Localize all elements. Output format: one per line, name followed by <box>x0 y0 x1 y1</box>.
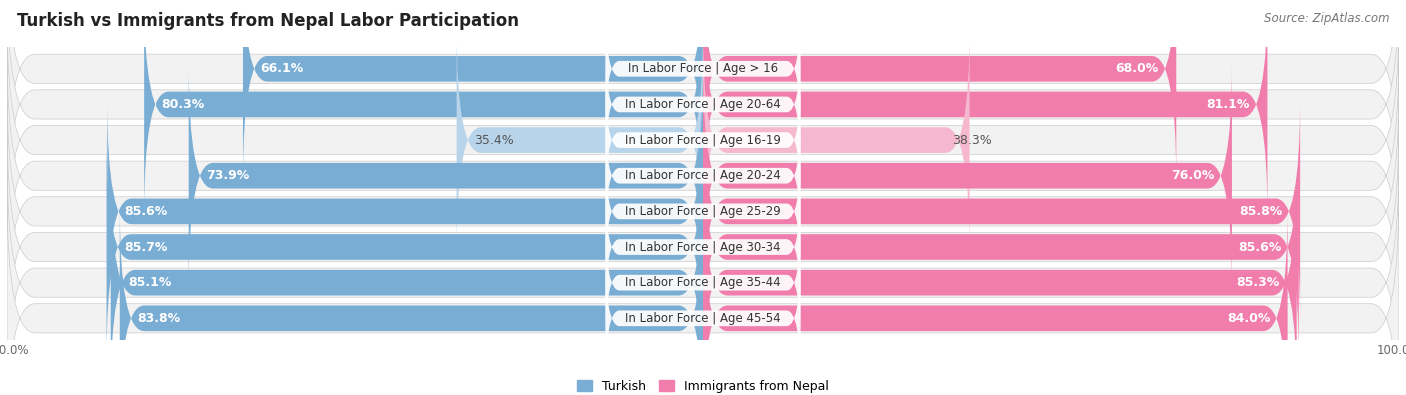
Text: Source: ZipAtlas.com: Source: ZipAtlas.com <box>1264 12 1389 25</box>
Text: 85.7%: 85.7% <box>124 241 167 254</box>
FancyBboxPatch shape <box>703 135 1299 359</box>
Text: In Labor Force | Age 16-19: In Labor Force | Age 16-19 <box>626 134 780 147</box>
FancyBboxPatch shape <box>111 171 703 395</box>
Text: 85.6%: 85.6% <box>125 205 167 218</box>
Text: In Labor Force | Age > 16: In Labor Force | Age > 16 <box>628 62 778 75</box>
FancyBboxPatch shape <box>107 135 703 359</box>
Text: 35.4%: 35.4% <box>474 134 513 147</box>
Text: Turkish vs Immigrants from Nepal Labor Participation: Turkish vs Immigrants from Nepal Labor P… <box>17 12 519 30</box>
FancyBboxPatch shape <box>703 0 1267 216</box>
FancyBboxPatch shape <box>7 48 1399 304</box>
FancyBboxPatch shape <box>7 119 1399 375</box>
FancyBboxPatch shape <box>606 6 800 132</box>
Text: 38.3%: 38.3% <box>952 134 991 147</box>
Text: In Labor Force | Age 30-34: In Labor Force | Age 30-34 <box>626 241 780 254</box>
FancyBboxPatch shape <box>606 184 800 310</box>
FancyBboxPatch shape <box>606 219 800 346</box>
Text: 85.1%: 85.1% <box>128 276 172 289</box>
FancyBboxPatch shape <box>107 100 703 323</box>
FancyBboxPatch shape <box>703 171 1296 395</box>
FancyBboxPatch shape <box>7 12 1399 268</box>
Text: 73.9%: 73.9% <box>207 169 249 182</box>
FancyBboxPatch shape <box>606 41 800 168</box>
Text: In Labor Force | Age 25-29: In Labor Force | Age 25-29 <box>626 205 780 218</box>
Text: In Labor Force | Age 35-44: In Labor Force | Age 35-44 <box>626 276 780 289</box>
Text: 83.8%: 83.8% <box>138 312 180 325</box>
FancyBboxPatch shape <box>703 206 1288 395</box>
FancyBboxPatch shape <box>703 0 1177 181</box>
FancyBboxPatch shape <box>7 190 1399 395</box>
FancyBboxPatch shape <box>457 28 703 252</box>
FancyBboxPatch shape <box>703 28 970 252</box>
FancyBboxPatch shape <box>606 112 800 239</box>
FancyBboxPatch shape <box>606 77 800 203</box>
Text: 68.0%: 68.0% <box>1115 62 1159 75</box>
FancyBboxPatch shape <box>7 155 1399 395</box>
FancyBboxPatch shape <box>188 64 703 288</box>
Text: 66.1%: 66.1% <box>260 62 304 75</box>
FancyBboxPatch shape <box>606 148 800 275</box>
FancyBboxPatch shape <box>7 83 1399 339</box>
FancyBboxPatch shape <box>606 255 800 382</box>
FancyBboxPatch shape <box>120 206 703 395</box>
Text: 85.6%: 85.6% <box>1239 241 1281 254</box>
FancyBboxPatch shape <box>7 0 1399 197</box>
Text: 85.3%: 85.3% <box>1236 276 1279 289</box>
FancyBboxPatch shape <box>703 64 1232 288</box>
FancyBboxPatch shape <box>7 0 1399 232</box>
Text: In Labor Force | Age 45-54: In Labor Force | Age 45-54 <box>626 312 780 325</box>
Text: 81.1%: 81.1% <box>1206 98 1250 111</box>
Text: In Labor Force | Age 20-24: In Labor Force | Age 20-24 <box>626 169 780 182</box>
Text: 85.8%: 85.8% <box>1240 205 1282 218</box>
Legend: Turkish, Immigrants from Nepal: Turkish, Immigrants from Nepal <box>572 375 834 395</box>
Text: 76.0%: 76.0% <box>1171 169 1215 182</box>
Text: 84.0%: 84.0% <box>1227 312 1270 325</box>
Text: 80.3%: 80.3% <box>162 98 205 111</box>
FancyBboxPatch shape <box>145 0 703 216</box>
Text: In Labor Force | Age 20-64: In Labor Force | Age 20-64 <box>626 98 780 111</box>
FancyBboxPatch shape <box>703 100 1301 323</box>
FancyBboxPatch shape <box>243 0 703 181</box>
